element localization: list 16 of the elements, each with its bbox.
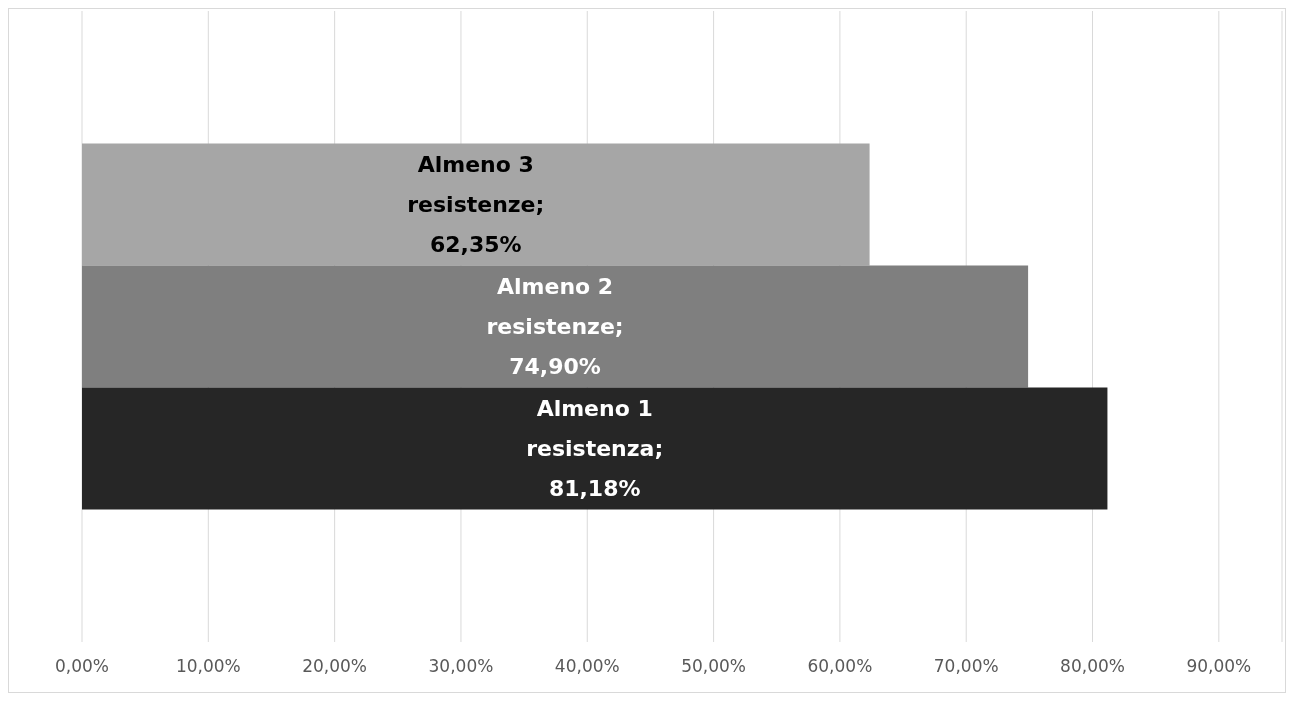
bar [82,143,870,266]
x-tick-label: 40,00% [554,656,620,677]
x-tick-label: 60,00% [807,656,873,677]
x-tick-label: 0,00% [54,656,110,677]
x-tick-label: 20,00% [302,656,368,677]
bar [82,265,1029,388]
x-tick-label: 30,00% [428,656,494,677]
x-tick-label: 90,00% [1186,656,1252,677]
data-label: Almeno 2 resistenze; 74,90% [486,274,624,380]
bar [82,387,1108,510]
x-tick-label: 80,00% [1060,656,1125,677]
x-tick-label: 10,00% [175,656,241,677]
x-tick-label: 70,00% [933,656,999,677]
x-tick-label: 50,00% [681,656,746,677]
data-label: Almeno 3 resistenze; 62,35% [407,152,545,258]
data-label: Almeno 1 resistenza; 81,18% [526,396,664,502]
